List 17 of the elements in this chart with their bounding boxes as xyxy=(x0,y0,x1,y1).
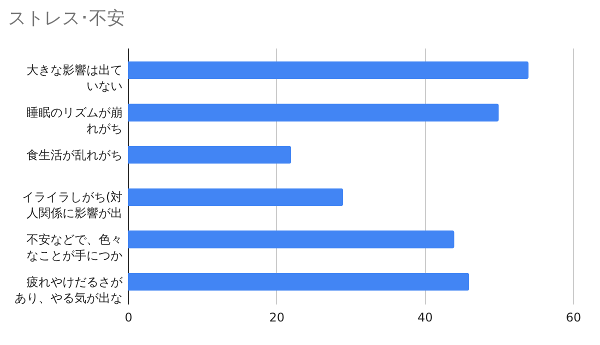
x-tick-label: 60 xyxy=(566,310,582,324)
y-tick-label: 睡眠のリズムが崩れがち xyxy=(26,106,122,136)
bar xyxy=(128,272,470,291)
x-tick-label: 40 xyxy=(418,310,433,324)
y-tick-label: 不安などで、色々なことが手につか xyxy=(26,232,122,262)
bar xyxy=(128,104,499,122)
bar xyxy=(128,146,292,164)
bar xyxy=(128,230,454,248)
bar xyxy=(128,188,344,206)
y-tick-label: 疲れやけだるさがあり、やる気が出な xyxy=(14,274,124,305)
bar xyxy=(128,61,528,80)
y-tick-label: 大きな影響は出ていない xyxy=(26,63,122,94)
x-tick-label: 20 xyxy=(269,310,284,324)
y-tick-label: イライラしがち(対人関係に影響が出 xyxy=(22,190,122,220)
x-tick-label: 0 xyxy=(124,310,132,324)
chart-title: ストレス･不安 xyxy=(8,8,125,29)
y-tick-label: 食生活が乱れがち xyxy=(26,148,122,162)
